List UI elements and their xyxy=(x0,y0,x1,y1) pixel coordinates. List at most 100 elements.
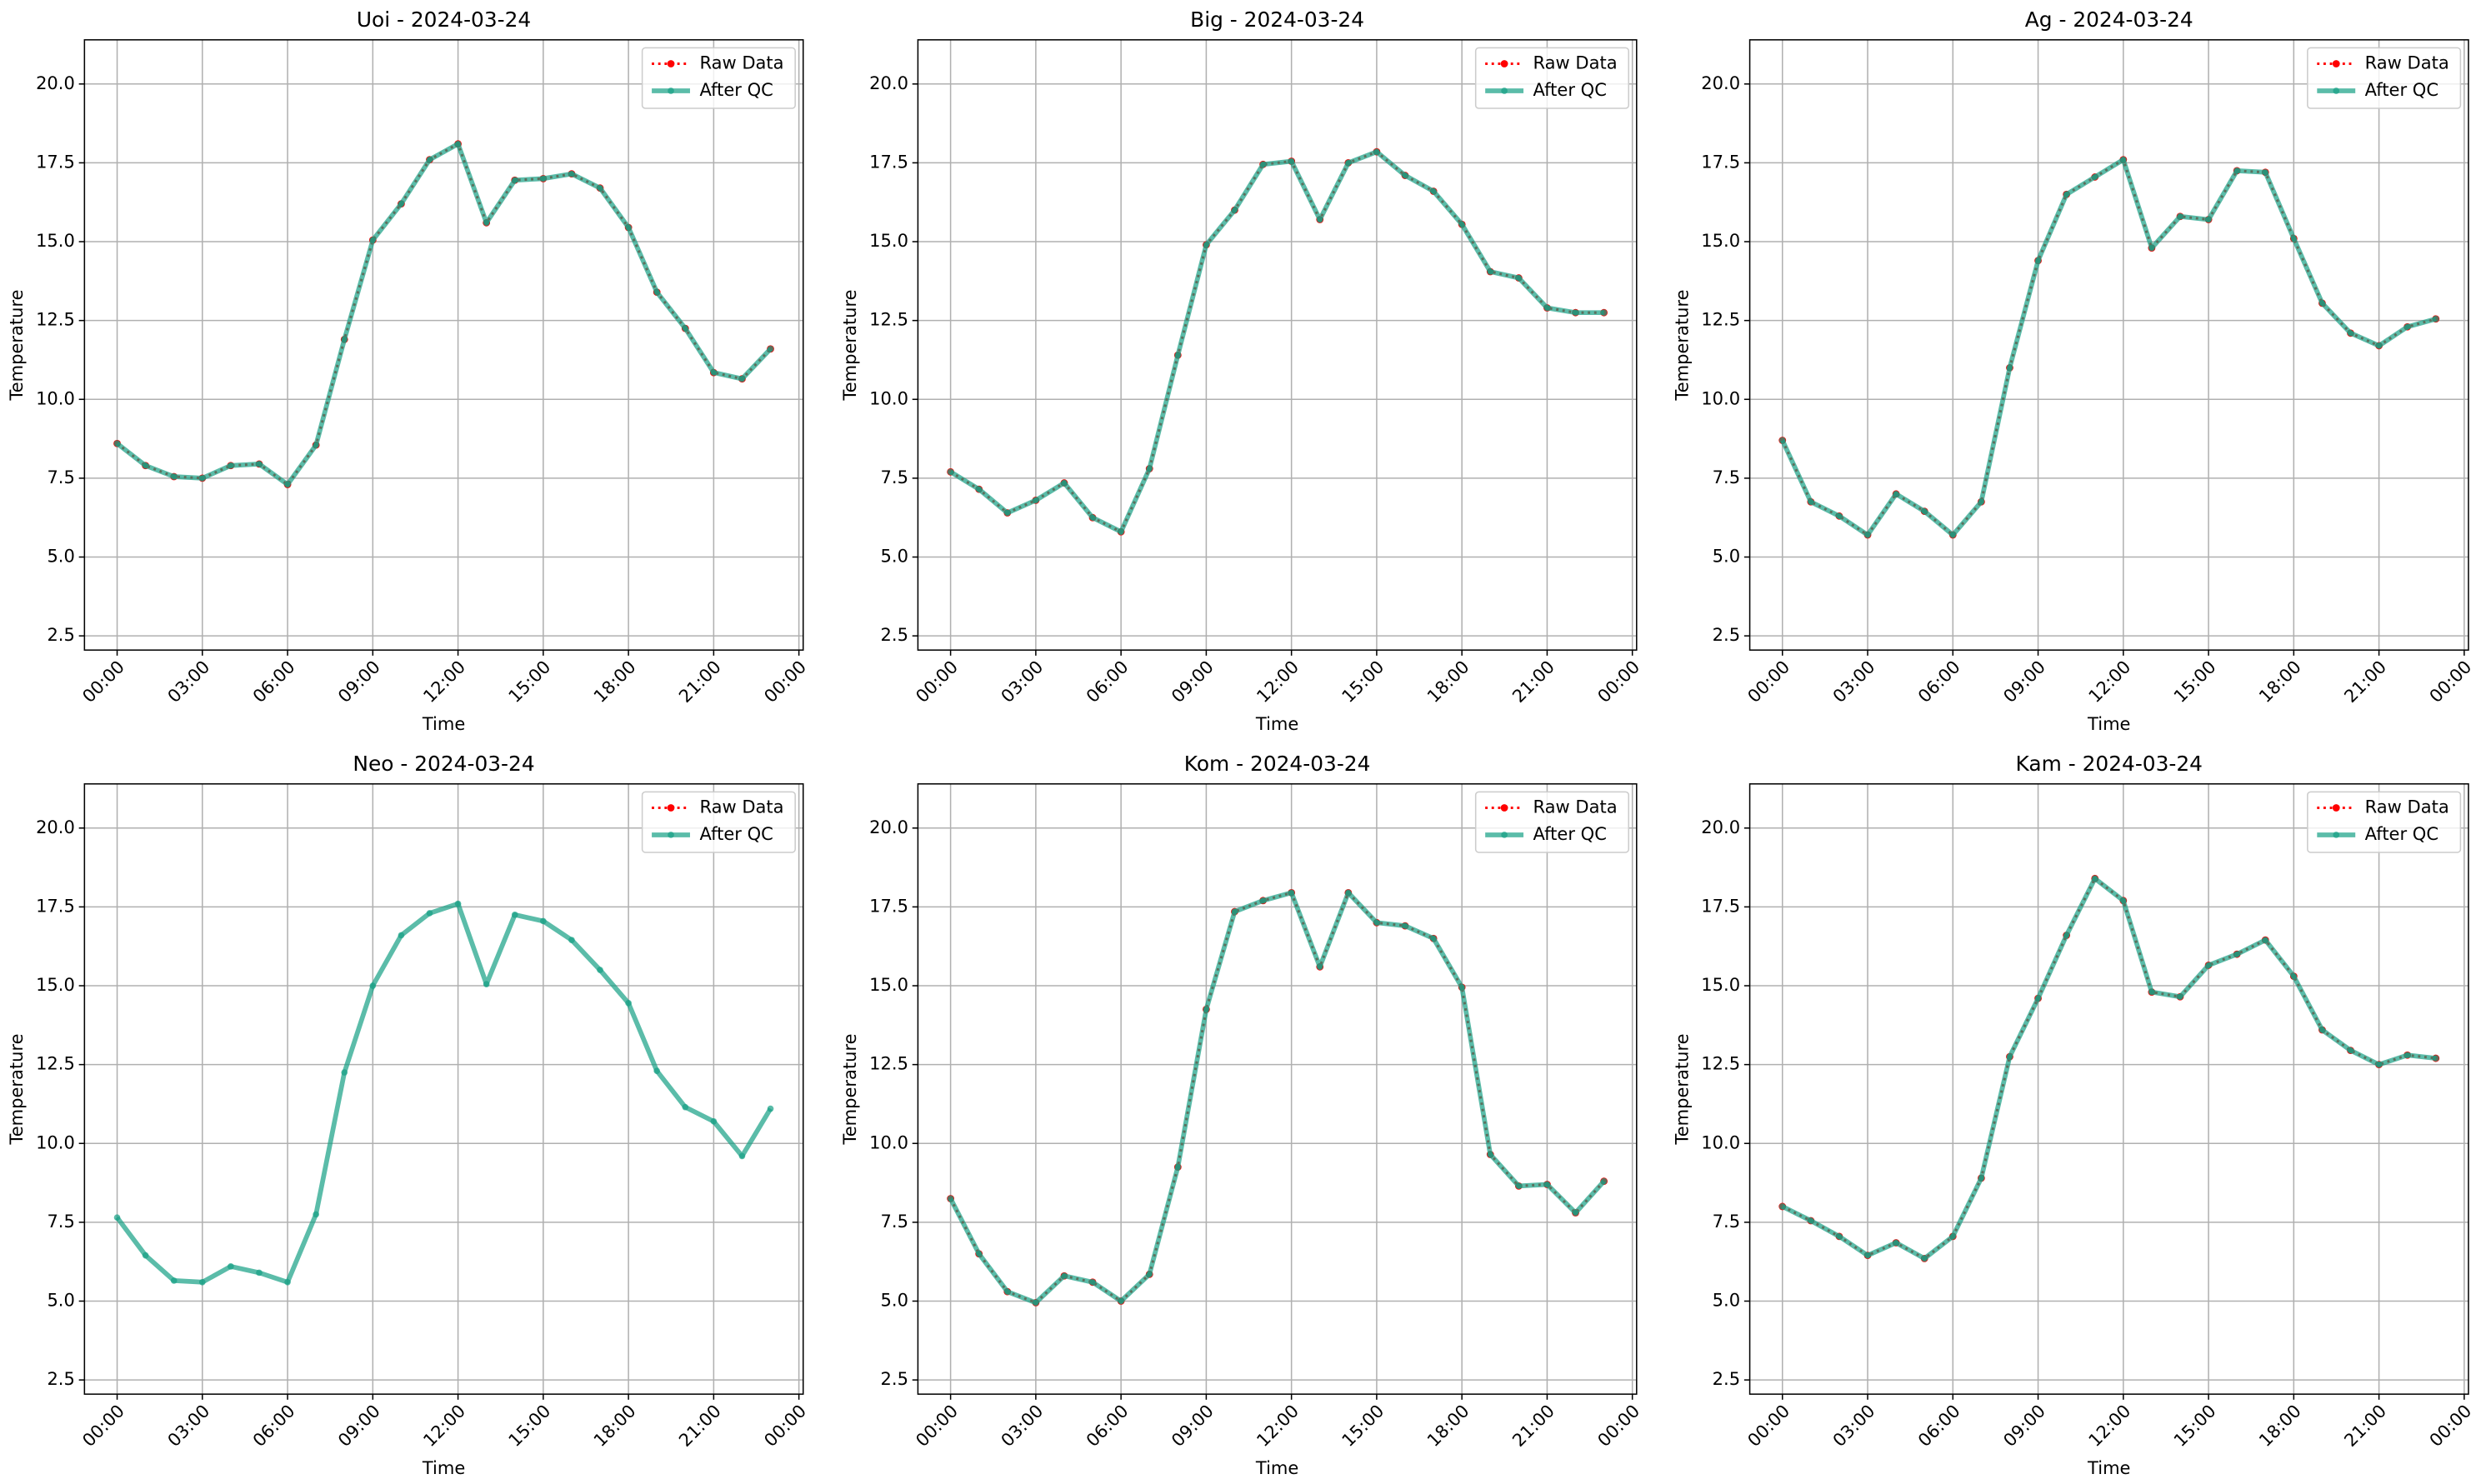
data-point xyxy=(142,462,149,469)
data-point xyxy=(1061,479,1068,487)
data-point xyxy=(2347,1047,2354,1054)
y-tick-label: 12.5 xyxy=(1701,1053,1740,1074)
data-point xyxy=(1231,908,1238,915)
data-point xyxy=(1089,1278,1096,1286)
data-point xyxy=(1146,1271,1153,1278)
data-point xyxy=(1259,161,1267,168)
data-point xyxy=(113,1214,121,1222)
x-tick-label: 18:00 xyxy=(2254,656,2305,707)
data-point xyxy=(1893,1239,1899,1247)
data-point xyxy=(2119,897,2127,904)
data-point xyxy=(2177,993,2183,1001)
y-tick-label: 17.5 xyxy=(36,895,75,916)
data-point xyxy=(369,237,377,243)
x-tick-label: 03:00 xyxy=(1828,656,1879,707)
data-point xyxy=(738,375,746,382)
x-tick-label: 00:00 xyxy=(1593,1400,1644,1451)
y-tick-label: 7.5 xyxy=(881,1211,908,1232)
y-axis-label: Temperature xyxy=(6,1033,27,1145)
legend-label: Raw Data xyxy=(2365,796,2449,817)
data-point xyxy=(256,461,263,467)
y-tick-label: 17.5 xyxy=(869,151,908,172)
data-point xyxy=(2403,323,2411,331)
data-point xyxy=(2148,244,2155,252)
data-point xyxy=(1231,207,1238,214)
axes-frame xyxy=(1748,39,2469,651)
y-axis-label: Temperature xyxy=(839,289,860,401)
data-point xyxy=(2432,1055,2439,1062)
y-tick-label: 17.5 xyxy=(1701,895,1740,916)
data-point xyxy=(1033,497,1039,504)
data-point xyxy=(2006,364,2013,372)
data-point xyxy=(1487,1151,1494,1158)
chart-title: Ag - 2024-03-24 xyxy=(2025,7,2193,32)
y-tick-label: 20.0 xyxy=(36,72,75,93)
data-point xyxy=(113,440,121,447)
data-point xyxy=(767,345,774,352)
data-point xyxy=(1288,157,1295,165)
legend-label: After QC xyxy=(699,79,773,100)
data-point xyxy=(1174,1163,1182,1171)
data-point xyxy=(142,1252,149,1259)
x-tick-label: 03:00 xyxy=(997,656,1048,707)
data-point xyxy=(625,224,632,231)
data-point xyxy=(682,325,689,332)
data-point xyxy=(1402,922,1408,929)
data-point xyxy=(597,184,603,192)
x-tick-label: 09:00 xyxy=(333,1400,384,1451)
x-tick-label: 12:00 xyxy=(1253,656,1303,707)
data-point xyxy=(2091,173,2098,181)
y-tick-label: 20.0 xyxy=(1701,72,1740,93)
y-tick-label: 2.5 xyxy=(1713,624,1740,645)
y-tick-label: 5.0 xyxy=(881,1290,908,1311)
y-tick-label: 2.5 xyxy=(47,1368,74,1389)
legend-marker xyxy=(668,87,674,94)
data-point xyxy=(1316,216,1323,223)
y-tick-label: 2.5 xyxy=(881,1368,908,1389)
legend-label: Raw Data xyxy=(1533,52,1618,72)
legend-marker xyxy=(2332,804,2340,812)
data-point xyxy=(1430,187,1437,195)
y-tick-label: 7.5 xyxy=(1713,1211,1740,1232)
data-point xyxy=(1061,1272,1068,1280)
x-tick-label: 03:00 xyxy=(1828,1400,1879,1451)
data-point xyxy=(1118,1297,1124,1305)
x-tick-label: 12:00 xyxy=(2084,656,2135,707)
series-line xyxy=(949,149,1604,535)
data-point xyxy=(398,932,405,939)
data-point xyxy=(2205,216,2212,223)
y-tick-label: 15.0 xyxy=(36,230,75,251)
data-point xyxy=(1146,465,1153,472)
x-tick-label: 15:00 xyxy=(504,1400,555,1451)
x-tick-label: 09:00 xyxy=(1999,656,2050,707)
data-point xyxy=(1949,532,1957,538)
x-tick-label: 06:00 xyxy=(1913,1400,1964,1451)
data-point xyxy=(228,462,234,469)
data-point xyxy=(284,481,291,488)
data-point xyxy=(1864,1252,1871,1259)
x-tick-label: 18:00 xyxy=(589,656,640,707)
x-tick-label: 21:00 xyxy=(1508,656,1558,707)
data-point xyxy=(947,468,954,476)
axes-frame xyxy=(83,39,804,651)
legend-label: Raw Data xyxy=(2365,52,2449,72)
data-point xyxy=(2063,191,2070,198)
legend-label: After QC xyxy=(2365,79,2438,100)
data-point xyxy=(313,442,319,448)
x-tick-label: 00:00 xyxy=(1743,1400,1794,1451)
y-tick-label: 12.5 xyxy=(36,309,75,330)
legend-label: After QC xyxy=(699,823,773,844)
data-point xyxy=(369,982,377,989)
x-tick-label: 21:00 xyxy=(2340,1400,2391,1451)
y-axis-label: Temperature xyxy=(1671,289,1692,401)
legend-marker xyxy=(1501,832,1508,838)
data-point xyxy=(1978,498,1985,506)
legend-marker xyxy=(1500,804,1508,812)
axes-frame xyxy=(83,783,804,1395)
data-point xyxy=(2318,300,2326,307)
x-tick-label: 06:00 xyxy=(1082,656,1133,707)
data-point xyxy=(2205,962,2212,969)
y-tick-label: 10.0 xyxy=(36,387,75,408)
data-point xyxy=(2119,156,2127,163)
data-point xyxy=(170,473,178,480)
